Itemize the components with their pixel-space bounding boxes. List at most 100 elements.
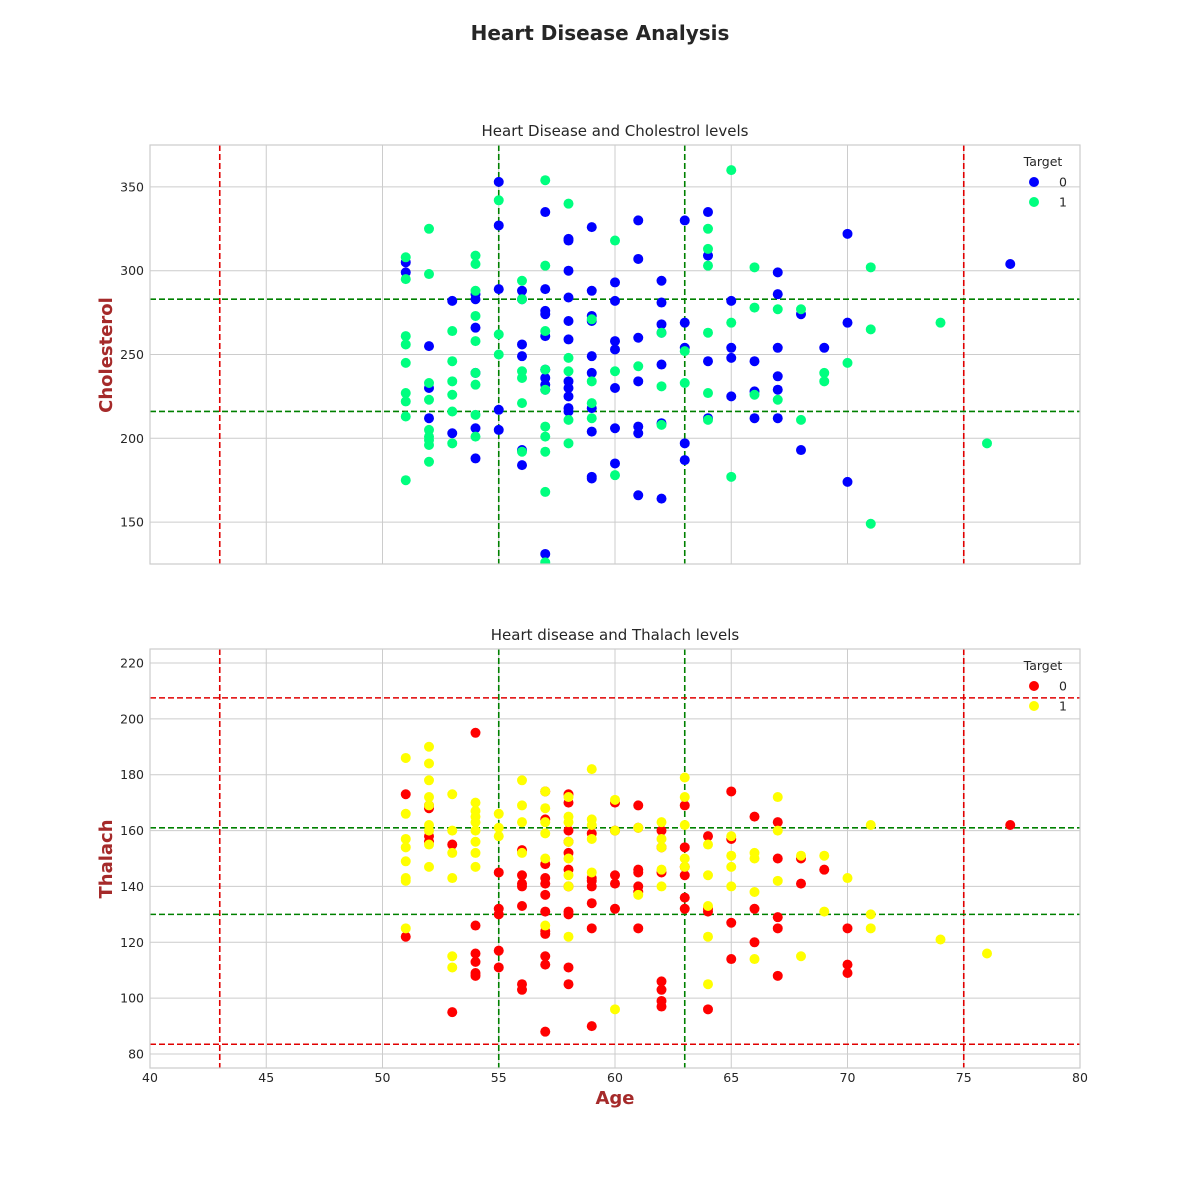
thalach-x-tick-label: 75 (956, 1070, 972, 1085)
thalach-point-target-0 (726, 786, 737, 797)
cholesterol-point-target-1 (703, 414, 713, 425)
cholesterol-point-target-1 (447, 376, 458, 387)
cholesterol-point-target-0 (842, 228, 853, 239)
cholesterol-legend-marker-1 (1029, 197, 1039, 207)
thalach-point-target-1 (447, 825, 458, 836)
thalach-point-target-0 (470, 948, 481, 959)
thalach-point-target-1 (517, 817, 527, 828)
thalach-point-target-0 (586, 898, 597, 909)
cholesterol-point-target-1 (865, 518, 876, 529)
thalach-point-target-0 (517, 984, 527, 995)
thalach-point-target-1 (493, 831, 504, 842)
thalach-point-target-0 (656, 1001, 667, 1012)
thalach-point-target-0 (470, 956, 481, 967)
cholesterol-point-target-1 (726, 165, 737, 176)
thalach-point-target-1 (517, 775, 527, 786)
thalach-point-target-1 (772, 875, 783, 886)
thalach-point-target-1 (703, 979, 713, 990)
cholesterol-point-target-0 (586, 426, 597, 437)
cholesterol-point-target-0 (772, 413, 783, 424)
cholesterol-point-target-0 (447, 295, 458, 306)
thalach-point-target-1 (726, 831, 737, 842)
cholesterol-point-target-0 (726, 342, 737, 353)
thalach-point-target-0 (517, 881, 527, 892)
thalach-point-target-1 (563, 870, 574, 881)
cholesterol-point-target-0 (540, 284, 551, 295)
cholesterol-point-target-0 (726, 295, 737, 306)
cholesterol-point-target-1 (470, 431, 481, 442)
cholesterol-y-tick-label: 200 (120, 431, 144, 446)
cholesterol-point-target-0 (679, 317, 690, 328)
thalach-point-target-1 (982, 948, 992, 959)
cholesterol-point-target-0 (703, 207, 713, 218)
cholesterol-point-target-0 (470, 322, 481, 333)
thalach-x-tick-label: 45 (258, 1070, 274, 1085)
thalach-point-target-1 (749, 853, 760, 864)
cholesterol-point-target-1 (493, 329, 504, 340)
cholesterol-point-target-0 (772, 384, 783, 395)
thalach-y-tick-label: 220 (120, 655, 144, 670)
cholesterol-point-target-0 (586, 222, 597, 233)
thalach-point-target-1 (493, 808, 504, 819)
thalach-grid (149, 649, 1081, 1068)
cholesterol-point-target-1 (540, 260, 551, 271)
cholesterol-point-target-1 (586, 376, 597, 387)
thalach-point-target-0 (493, 945, 504, 956)
thalach-points (400, 727, 1016, 1037)
cholesterol-point-target-1 (400, 357, 411, 368)
thalach-point-target-1 (935, 934, 946, 945)
thalach-point-target-1 (610, 794, 620, 805)
thalach-panel: Heart disease and Thalach levels 8010012… (96, 626, 1088, 1109)
thalach-point-target-1 (540, 853, 551, 864)
thalach-point-target-0 (610, 903, 620, 914)
cholesterol-legend-label-0: 0 (1059, 175, 1067, 190)
cholesterol-point-target-0 (749, 413, 760, 424)
thalach-point-target-1 (470, 861, 481, 872)
thalach-x-tick-label: 55 (491, 1070, 507, 1085)
cholesterol-point-target-0 (656, 493, 667, 504)
cholesterol-point-target-0 (726, 391, 737, 402)
cholesterol-y-tick-label: 350 (120, 179, 144, 194)
cholesterol-point-target-0 (563, 391, 574, 402)
thalach-tick-labels: 80 100 120 140 160 180 200 220 40 45 50 55 60 65 70 75 8… (120, 655, 1088, 1085)
cholesterol-point-target-1 (633, 361, 644, 372)
thalach-point-target-1 (726, 850, 737, 861)
cholesterol-point-target-0 (1005, 258, 1016, 269)
thalach-legend: Target 0 1 (1023, 658, 1067, 714)
thalach-point-target-0 (563, 962, 574, 973)
cholesterol-point-target-1 (796, 414, 806, 425)
thalach-point-target-0 (540, 906, 551, 917)
cholesterol-legend: Target 0 1 (1023, 154, 1067, 210)
thalach-point-target-1 (540, 920, 551, 931)
thalach-point-target-0 (610, 878, 620, 889)
thalach-point-target-0 (540, 951, 551, 962)
cholesterol-point-target-0 (842, 476, 853, 487)
cholesterol-legend-label-1: 1 (1059, 195, 1067, 210)
cholesterol-point-target-1 (610, 470, 620, 481)
cholesterol-point-target-0 (586, 351, 597, 362)
cholesterol-y-axis-label: Cholesterol (96, 297, 117, 413)
thalach-point-target-1 (400, 875, 411, 886)
thalach-point-target-1 (656, 833, 667, 844)
thalach-point-target-0 (679, 892, 690, 903)
cholesterol-point-target-1 (447, 326, 458, 337)
thalach-point-target-0 (679, 870, 690, 881)
thalach-point-target-0 (493, 909, 504, 920)
thalach-point-target-0 (540, 959, 551, 970)
thalach-point-target-1 (400, 923, 411, 934)
thalach-point-target-0 (796, 878, 806, 889)
cholesterol-point-target-1 (703, 223, 713, 234)
thalach-point-target-1 (679, 853, 690, 864)
thalach-point-target-0 (749, 903, 760, 914)
thalach-point-target-0 (679, 800, 690, 811)
cholesterol-point-target-1 (749, 302, 760, 313)
cholesterol-point-target-0 (749, 356, 760, 367)
cholesterol-point-target-1 (424, 440, 434, 451)
cholesterol-point-target-1 (424, 223, 434, 234)
cholesterol-point-target-0 (493, 284, 504, 295)
cholesterol-panel: Heart Disease and Cholestrol levels 150 2… (96, 122, 1081, 565)
thalach-point-target-0 (470, 727, 481, 738)
cholesterol-point-target-1 (703, 388, 713, 399)
cholesterol-point-target-1 (400, 396, 411, 407)
